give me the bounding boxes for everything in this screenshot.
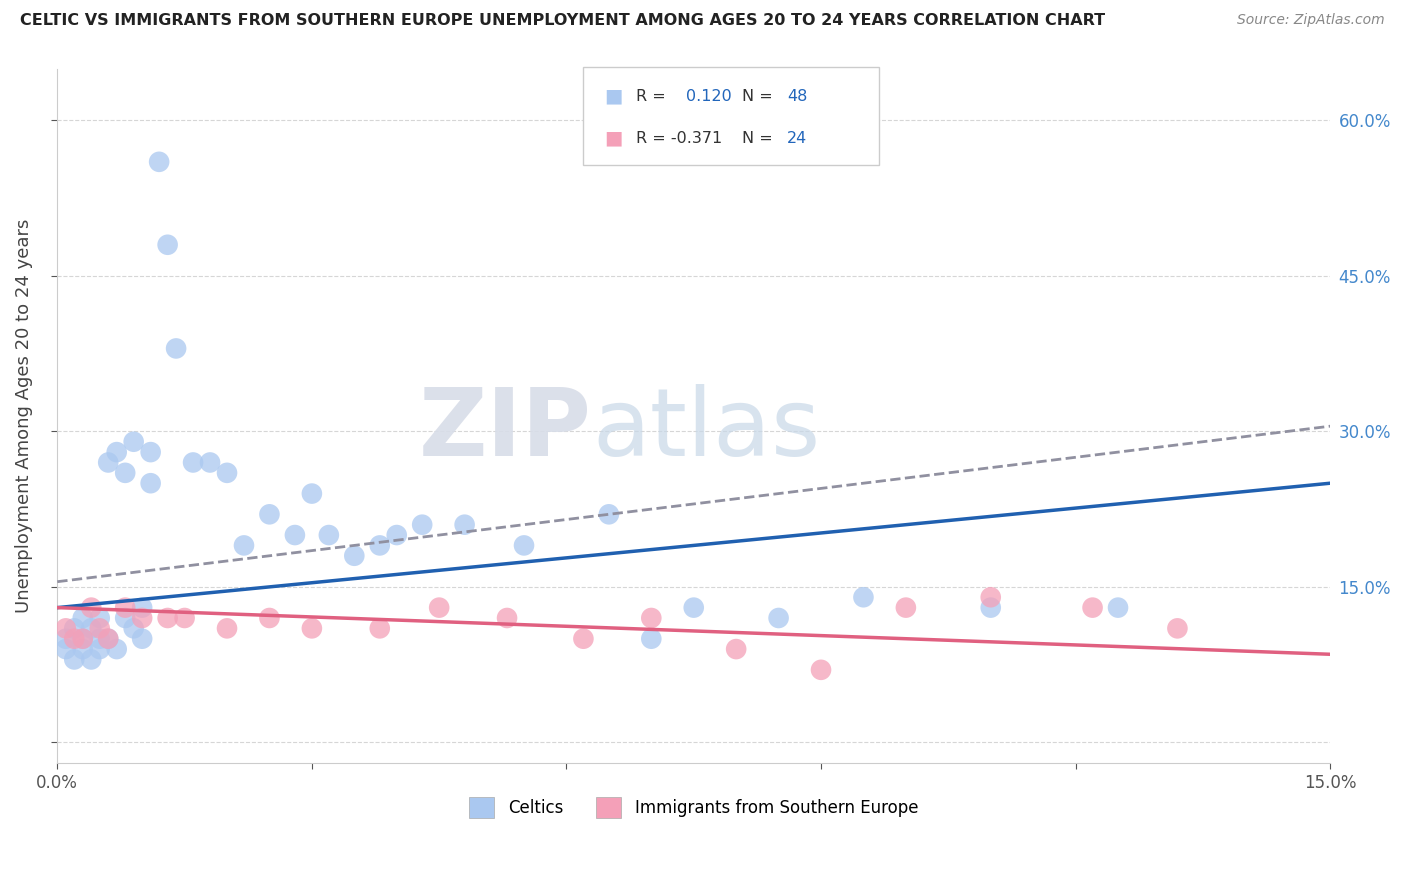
Point xyxy=(181,455,204,469)
Point xyxy=(122,434,145,449)
Point xyxy=(131,600,153,615)
Point xyxy=(411,517,433,532)
Point xyxy=(55,642,77,657)
Point xyxy=(496,611,519,625)
Point xyxy=(725,642,748,657)
Text: Source: ZipAtlas.com: Source: ZipAtlas.com xyxy=(1237,13,1385,28)
Text: ■: ■ xyxy=(605,128,623,148)
Point xyxy=(810,663,832,677)
Text: atlas: atlas xyxy=(592,384,820,475)
Point xyxy=(682,600,704,615)
Point xyxy=(1081,600,1104,615)
Point xyxy=(385,528,408,542)
Point xyxy=(114,600,136,615)
Point xyxy=(427,600,450,615)
Point xyxy=(105,642,128,657)
Text: 24: 24 xyxy=(787,131,807,145)
Text: 48: 48 xyxy=(787,89,807,103)
Point xyxy=(72,611,94,625)
Text: N =: N = xyxy=(742,131,779,145)
Point xyxy=(598,508,620,522)
Point xyxy=(55,632,77,646)
Y-axis label: Unemployment Among Ages 20 to 24 years: Unemployment Among Ages 20 to 24 years xyxy=(15,219,32,613)
Point xyxy=(72,632,94,646)
Point xyxy=(89,621,111,635)
Point xyxy=(165,342,187,356)
Point xyxy=(89,642,111,657)
Point xyxy=(80,652,103,666)
Point xyxy=(301,486,323,500)
Point xyxy=(156,237,179,252)
Point xyxy=(259,508,281,522)
Text: 0.120: 0.120 xyxy=(686,89,733,103)
Point xyxy=(343,549,366,563)
Point xyxy=(173,611,195,625)
Point xyxy=(301,621,323,635)
Point xyxy=(122,621,145,635)
Point xyxy=(156,611,179,625)
Point xyxy=(640,632,662,646)
Point xyxy=(852,591,875,605)
Point xyxy=(259,611,281,625)
Text: R =: R = xyxy=(636,89,671,103)
Point xyxy=(72,642,94,657)
Point xyxy=(63,632,86,646)
Point xyxy=(1166,621,1188,635)
Point xyxy=(89,611,111,625)
Point xyxy=(97,455,120,469)
Point xyxy=(640,611,662,625)
Point xyxy=(572,632,595,646)
Point xyxy=(72,632,94,646)
Point xyxy=(55,621,77,635)
Point xyxy=(215,621,238,635)
Point xyxy=(980,591,1002,605)
Text: R = -0.371: R = -0.371 xyxy=(636,131,721,145)
Point xyxy=(80,600,103,615)
Point xyxy=(368,621,391,635)
Point xyxy=(318,528,340,542)
Point xyxy=(139,476,162,491)
Point xyxy=(114,611,136,625)
Point xyxy=(89,632,111,646)
Point xyxy=(148,154,170,169)
Point xyxy=(368,538,391,552)
Point xyxy=(97,632,120,646)
Point xyxy=(198,455,221,469)
Point xyxy=(97,632,120,646)
Point xyxy=(233,538,256,552)
Text: N =: N = xyxy=(742,89,779,103)
Point xyxy=(894,600,917,615)
Point xyxy=(131,611,153,625)
Point xyxy=(513,538,536,552)
Point xyxy=(105,445,128,459)
Text: ZIP: ZIP xyxy=(419,384,592,475)
Point xyxy=(980,600,1002,615)
Point xyxy=(215,466,238,480)
Point xyxy=(284,528,307,542)
Point xyxy=(63,652,86,666)
Point xyxy=(1107,600,1129,615)
Text: ■: ■ xyxy=(605,87,623,106)
Point xyxy=(768,611,790,625)
Point xyxy=(453,517,475,532)
Legend: Celtics, Immigrants from Southern Europe: Celtics, Immigrants from Southern Europe xyxy=(463,790,925,824)
Point xyxy=(114,466,136,480)
Point xyxy=(131,632,153,646)
Point xyxy=(139,445,162,459)
Point xyxy=(63,621,86,635)
Text: CELTIC VS IMMIGRANTS FROM SOUTHERN EUROPE UNEMPLOYMENT AMONG AGES 20 TO 24 YEARS: CELTIC VS IMMIGRANTS FROM SOUTHERN EUROP… xyxy=(20,13,1105,29)
Point xyxy=(80,621,103,635)
